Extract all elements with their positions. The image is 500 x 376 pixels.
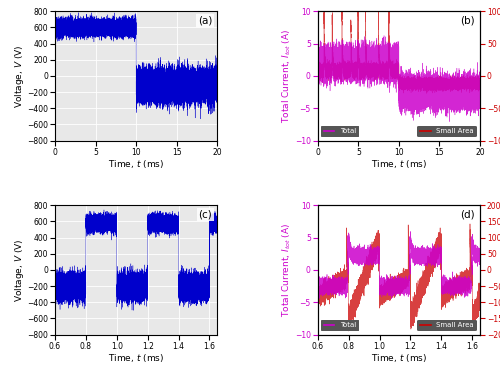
Y-axis label: Voltage, $V$ (V): Voltage, $V$ (V) [12, 44, 26, 108]
Y-axis label: Voltage, $V$ (V): Voltage, $V$ (V) [12, 238, 26, 302]
Y-axis label: Total Current, $I_{tot}$ (A): Total Current, $I_{tot}$ (A) [281, 29, 293, 123]
X-axis label: Time, $t$ (ms): Time, $t$ (ms) [108, 158, 164, 170]
Text: (c): (c) [198, 209, 212, 219]
Legend: Total: Total [322, 126, 359, 137]
Legend: Small Area: Small Area [418, 126, 476, 137]
X-axis label: Time, $t$ (ms): Time, $t$ (ms) [371, 158, 427, 170]
Text: (b): (b) [460, 15, 475, 25]
Text: (a): (a) [198, 15, 212, 25]
Legend: Small Area: Small Area [418, 320, 476, 331]
Y-axis label: Total Current, $I_{tot}$ (A): Total Current, $I_{tot}$ (A) [281, 223, 293, 317]
Text: (d): (d) [460, 209, 475, 219]
X-axis label: Time, $t$ (ms): Time, $t$ (ms) [108, 352, 164, 364]
Legend: Total: Total [322, 320, 359, 331]
X-axis label: Time, $t$ (ms): Time, $t$ (ms) [371, 352, 427, 364]
